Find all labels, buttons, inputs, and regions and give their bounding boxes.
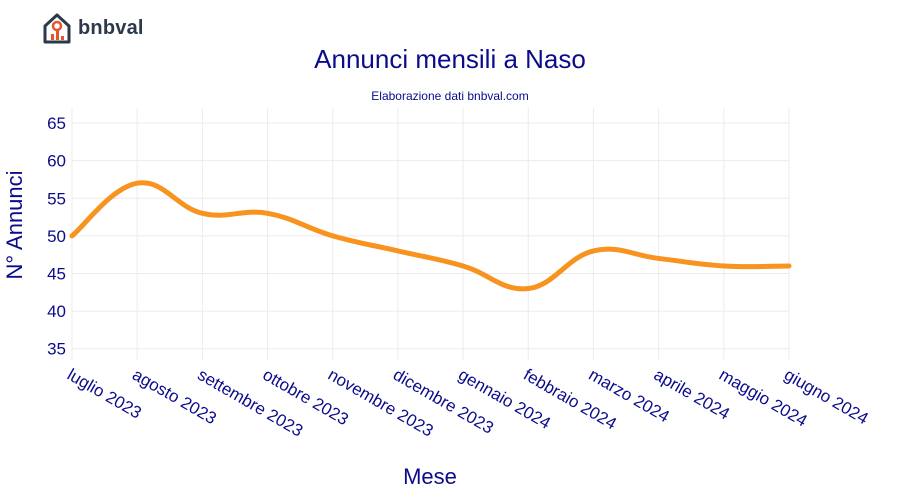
- series-line: [69, 180, 792, 292]
- brand-name: bnbval: [78, 16, 144, 39]
- y-tick-label: 45: [47, 264, 66, 283]
- chart-subtitle: Elaborazione dati bnbval.com: [371, 89, 529, 103]
- data-point: [265, 211, 270, 216]
- house-chart-icon: [43, 13, 71, 44]
- y-tick-label: 60: [47, 152, 66, 171]
- data-point: [526, 286, 531, 291]
- data-point: [135, 181, 140, 186]
- y-axis-ticks: 35 40 45 50 55 60 65: [47, 114, 66, 359]
- data-point: [721, 263, 726, 268]
- y-tick-label: 35: [47, 340, 66, 359]
- data-point: [656, 256, 661, 261]
- y-tick-label: 50: [47, 227, 66, 246]
- x-axis-title: Mese: [403, 464, 457, 489]
- data-point: [200, 211, 205, 216]
- data-point: [330, 233, 335, 238]
- data-point: [461, 263, 466, 268]
- grid-lines: [71, 108, 790, 360]
- data-point: [70, 233, 74, 238]
- data-point: [787, 263, 791, 268]
- y-tick-label: 65: [47, 114, 66, 133]
- y-axis-title: N° Annunci: [2, 170, 27, 279]
- y-tick-label: 55: [47, 189, 66, 208]
- y-tick-label: 40: [47, 302, 66, 321]
- data-point: [395, 248, 400, 253]
- chart-title: Annunci mensili a Naso: [314, 44, 586, 74]
- series-group: [69, 180, 792, 292]
- brand-logo: bnbval: [42, 12, 144, 44]
- data-point: [591, 248, 596, 253]
